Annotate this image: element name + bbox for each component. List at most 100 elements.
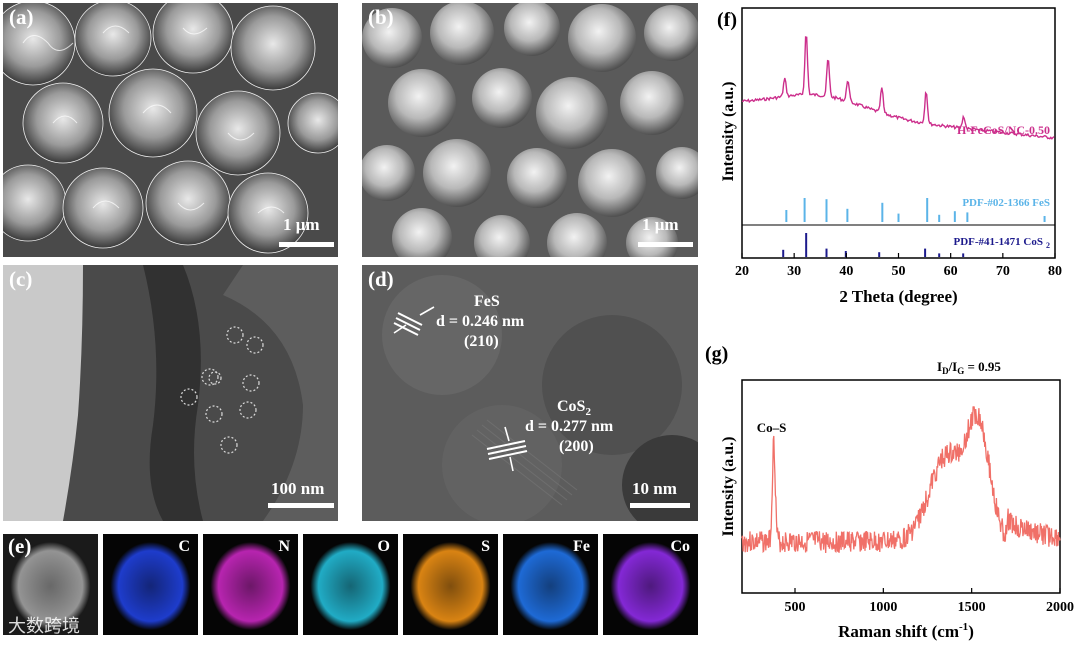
eds-element-label: Co (670, 538, 690, 555)
x-tick-label: 60 (944, 264, 958, 279)
scale-text-b: 1 μm (642, 215, 679, 234)
xrd-series-label: H-FeCoS/NC-0.50 (957, 123, 1050, 137)
id-ig-value: = 0.95 (964, 359, 1001, 374)
eds-particle (310, 542, 391, 630)
cos2-name-text: CoS (557, 398, 586, 415)
eds-particle (210, 542, 291, 630)
x-tick-label: 500 (785, 600, 806, 615)
x-tick-label: 1000 (869, 600, 897, 615)
x-tick-label: 40 (839, 264, 853, 279)
eds-map-blob (110, 542, 191, 630)
eds-particle (610, 542, 691, 630)
panel-f-xrd-chart: H-FeCoS/NC-0.50 PDF-#02-1366 FeS PDF-#41-1… (705, 0, 1080, 315)
cos2-name-sub: 2 (585, 406, 591, 419)
panel-label-c: (c) (9, 267, 33, 291)
eds-map-blob (10, 542, 91, 630)
id-ig-g: G (957, 366, 964, 376)
panel-a-sem-image: (a) 1 μm (3, 3, 338, 257)
x-tick-label: 30 (787, 264, 801, 279)
eds-blob-group (10, 542, 91, 630)
eds-map-blob (210, 542, 291, 630)
eds-blob-group (510, 542, 591, 630)
plot-frame (741, 379, 1061, 594)
x-axis-label: Raman shift (cm-1) (838, 621, 974, 641)
sem-spheres-image-b (362, 3, 698, 257)
co-s-peak-label: Co–S (757, 420, 787, 435)
lattice-arrows-cos2 (504, 426, 514, 472)
cos2-plane: (200) (559, 438, 594, 455)
x-axis-label: 2 Theta (degree) (839, 287, 957, 306)
x-axis-label-close: ) (968, 622, 974, 641)
eds-element-label: S (481, 538, 490, 555)
eds-blob-group (610, 542, 691, 630)
x-axis-label-text: Raman shift (cm (838, 622, 959, 641)
scale-bar-c (268, 503, 334, 508)
panel-d-hrtem-image: (d) FeS d = 0.246 nm (210) CoS2 d = 0.27… (362, 265, 698, 521)
xrd-series-line (741, 36, 1055, 140)
id-ig-ratio-label: ID/IG = 0.95 (937, 359, 1001, 376)
sem-flowers-image-a (3, 3, 338, 257)
watermark-text: 大数跨境 (8, 616, 80, 637)
eds-particle (10, 542, 91, 630)
panel-label-b: (b) (368, 5, 394, 29)
raman-chart-svg: Co–S ID/IG = 0.95 500 1000 1500 2000 Raman shi… (705, 343, 1074, 641)
eds-map-co: Co (603, 534, 698, 635)
fes-spacing: d = 0.246 nm (436, 313, 525, 330)
cos2-reference-sub: 2 (1046, 241, 1050, 250)
scale-bar-a (279, 242, 334, 247)
xrd-chart-svg: H-FeCoS/NC-0.50 PDF-#02-1366 FeS PDF-#41-1… (717, 7, 1062, 306)
scale-text-a: 1 μm (283, 215, 320, 234)
scale-bar-b (638, 242, 693, 247)
eds-map-blob (410, 542, 491, 630)
eds-blob-group (410, 542, 491, 630)
eds-element-label: N (278, 538, 290, 555)
eds-particle (510, 542, 591, 630)
eds-map-blob (610, 542, 691, 630)
lattice-marker-fes (393, 312, 423, 336)
scale-text-c: 100 nm (271, 479, 325, 498)
cos2-name: CoS2 (557, 398, 591, 418)
panel-label-e: (e) (8, 534, 32, 558)
x-tick-label: 70 (996, 264, 1010, 279)
eds-map-haadf (3, 534, 98, 635)
eds-map-blob (510, 542, 591, 630)
panel-label-f: (f) (717, 9, 737, 31)
eds-map-blob (310, 542, 391, 630)
id-ig-i: I (937, 359, 942, 374)
x-tick-label: 20 (735, 264, 749, 279)
eds-map-s: S (403, 534, 498, 635)
eds-map-c: C (103, 534, 198, 635)
panel-g-raman-chart: Co–S ID/IG = 0.95 500 1000 1500 2000 Raman shi… (705, 330, 1080, 646)
panel-label-g: (g) (705, 343, 728, 365)
cos2-spacing: d = 0.277 nm (525, 418, 614, 435)
eds-element-label: O (377, 538, 390, 555)
eds-blob-group (310, 542, 391, 630)
scale-text-d: 10 nm (632, 479, 677, 498)
fes-reference-label: PDF-#02-1366 FeS (962, 197, 1050, 209)
eds-map-o: O (303, 534, 398, 635)
panel-label-d: (d) (368, 267, 394, 291)
eds-element-label: Fe (573, 538, 590, 555)
x-axis-label-sup: -1 (959, 621, 968, 633)
id-ig-slash: /I (948, 359, 958, 374)
panel-label-a: (a) (9, 5, 34, 29)
eds-map-fe: Fe (503, 534, 598, 635)
id-ig-d: D (942, 366, 949, 376)
eds-map-n: N (203, 534, 298, 635)
scale-bar-d (630, 503, 690, 508)
fes-name: FeS (474, 293, 500, 310)
x-tick-label: 2000 (1046, 600, 1074, 615)
x-tick-label: 50 (892, 264, 906, 279)
eds-particle (110, 542, 191, 630)
x-tick-label: 80 (1048, 264, 1062, 279)
panel-b-sem-image: (b) 1 μm (362, 3, 698, 257)
panel-c-tem-image: (c) 100 nm (3, 265, 338, 521)
lattice-arrows-fes (393, 306, 435, 334)
hrtem-lattice-image-d (362, 265, 698, 521)
eds-element-label: C (178, 538, 190, 555)
eds-blob-group (110, 542, 191, 630)
raman-series-line (741, 406, 1061, 554)
eds-particle (410, 542, 491, 630)
cos2-reference-label: PDF-#41-1471 CoS (953, 236, 1043, 248)
lattice-marker-cos2 (486, 440, 528, 460)
